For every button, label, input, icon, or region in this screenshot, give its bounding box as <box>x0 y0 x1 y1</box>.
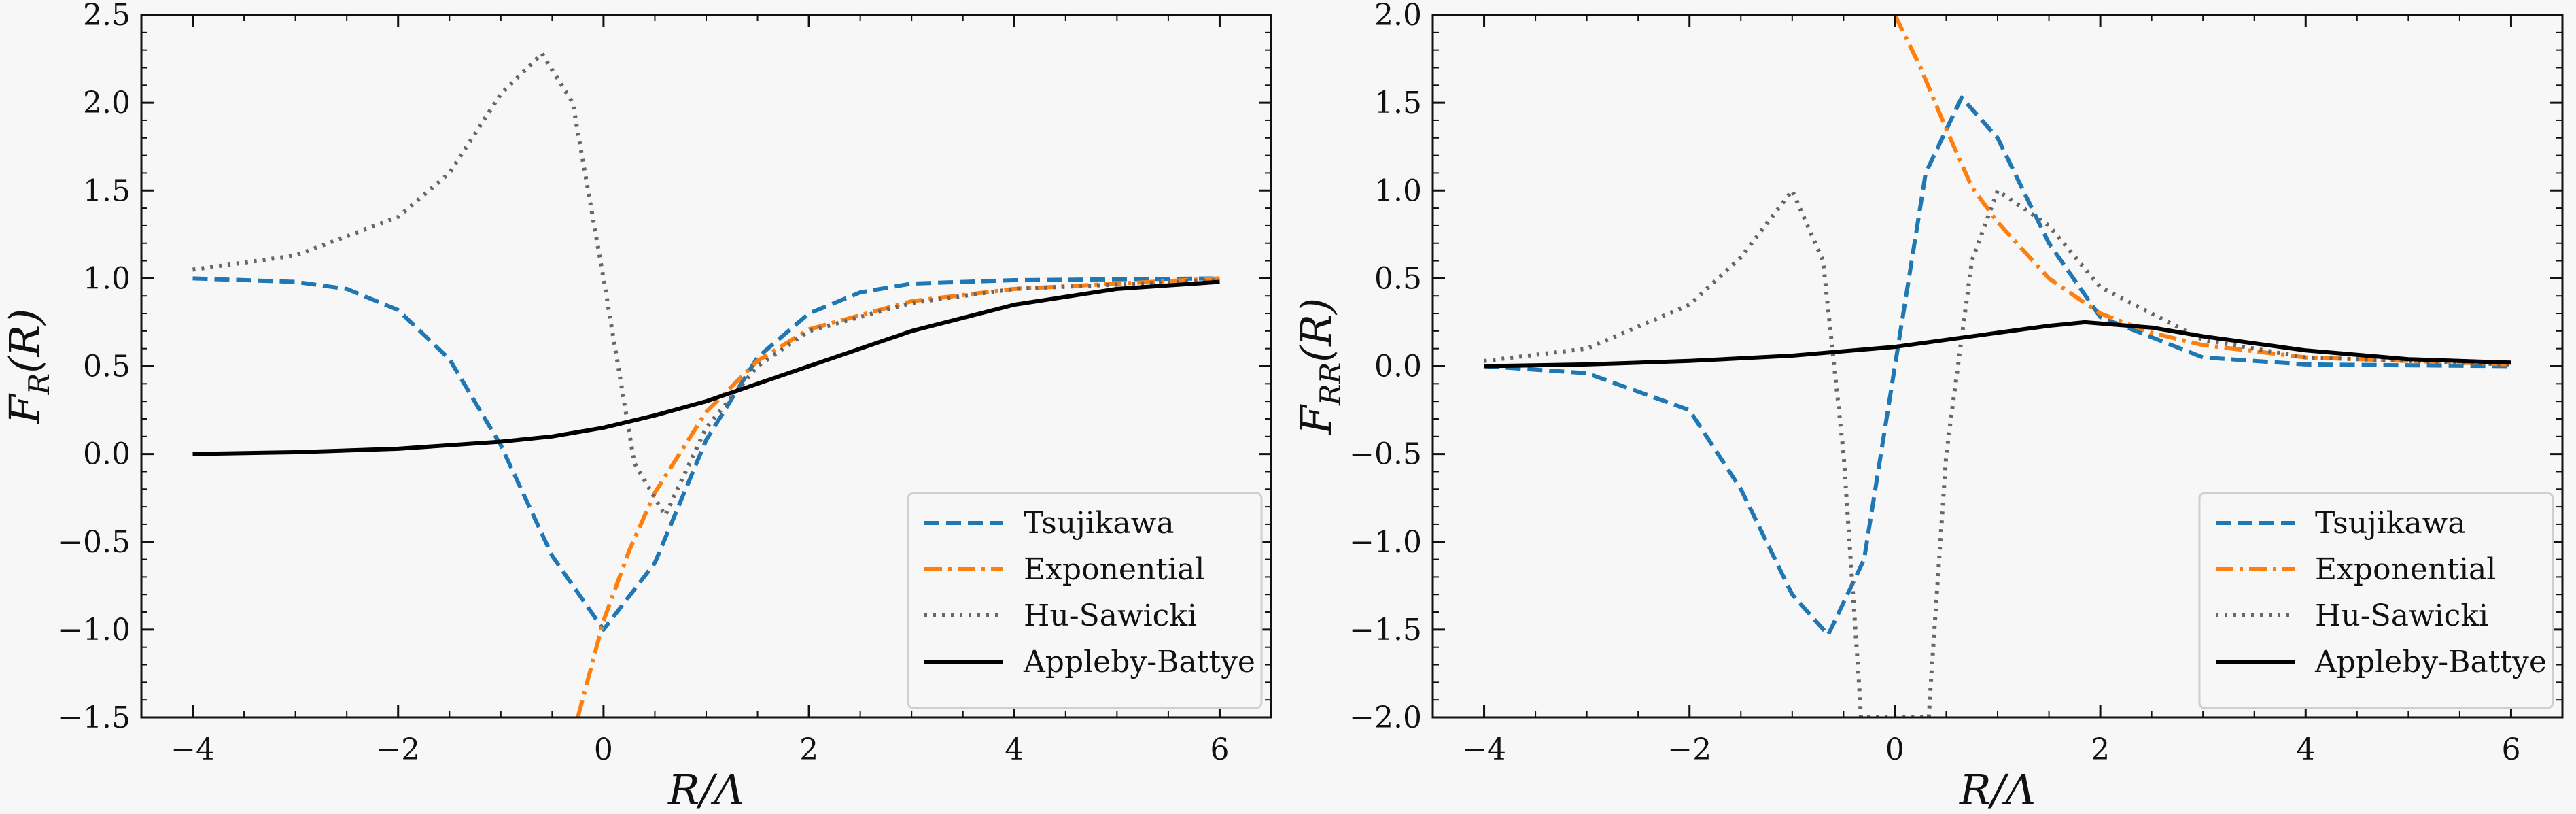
y-tick-label: −1.0 <box>58 613 130 647</box>
x-tick-label: −4 <box>171 732 215 767</box>
legend-label-tsujikawa: Tsujikawa <box>1024 506 1174 541</box>
y-tick-label: −1.5 <box>58 700 130 735</box>
y-tick-label: −1.0 <box>1349 525 1422 560</box>
y-tick-label: 1.5 <box>1374 86 1422 120</box>
series-line-tsujikawa <box>1484 95 2511 637</box>
y-axis-label: FR(R) <box>0 309 56 425</box>
series-line-hu-sawicki <box>1484 188 2511 717</box>
y-tick-label: 1.0 <box>1374 173 1422 208</box>
y-tick-label: 1.5 <box>83 173 130 208</box>
y-tick-label: 2.0 <box>83 86 130 120</box>
series-group <box>1484 15 2511 717</box>
legend-box <box>907 492 1263 709</box>
legend-label-appleby-battye: Appleby-Battye <box>1023 645 1255 679</box>
x-tick-label: 4 <box>2296 732 2315 767</box>
x-tick-label: −2 <box>376 732 420 767</box>
x-tick-label: −4 <box>1462 732 1506 767</box>
y-tick-label: −1.5 <box>1349 613 1422 647</box>
legend-label-exponential: Exponential <box>2315 552 2496 587</box>
y-tick-label: 0.0 <box>83 437 130 472</box>
y-tick-label: 2.0 <box>1374 0 1422 33</box>
x-tick-label: 2 <box>2091 732 2110 767</box>
chart-panel-1: −4 −2 0 2 4 6 −1.5 −1.0 −0.5 0.0 0.5 1.0 1.5 2.0 2.5 R/… <box>0 0 1272 814</box>
y-axis-label: FRR(R) <box>1291 298 1347 435</box>
legend-label-tsujikawa: Tsujikawa <box>2315 506 2466 541</box>
legend: Tsujikawa Exponential Hu-Sawicki Appleby-Ba… <box>2198 492 2554 709</box>
y-tick-label: 0.5 <box>83 350 130 384</box>
series-line-appleby-battye <box>1484 320 2511 369</box>
y-tick-label: −2.0 <box>1349 700 1422 735</box>
y-tick-label: 2.5 <box>83 0 130 33</box>
x-tick-label: 6 <box>2501 732 2520 767</box>
chart-panel-2: −4 −2 0 2 4 6 −2.0 −1.5 −1.0 −0.5 0.0 0.5 1.0 1.5 2.0 R… <box>1291 0 2564 814</box>
legend-label-hu-sawicki: Hu-Sawicki <box>1024 598 1197 633</box>
x-tick-label: 0 <box>594 732 613 767</box>
x-tick-label: 0 <box>1885 732 1904 767</box>
y-tick-label: 0.5 <box>1374 261 1422 296</box>
x-axis-label: R/Λ <box>667 765 744 814</box>
x-axis-label: R/Λ <box>1959 765 2036 814</box>
y-tick-label: −0.5 <box>1349 437 1422 472</box>
series-line-exponential <box>576 276 1220 717</box>
series-line-hu-sawicki <box>192 51 1220 518</box>
legend-box <box>2198 492 2554 709</box>
x-tick-label: 6 <box>1210 732 1229 767</box>
y-tick-label: −0.5 <box>58 525 130 560</box>
series-line-tsujikawa <box>192 276 1220 632</box>
series-line-appleby-battye <box>192 279 1220 456</box>
x-tick-label: 2 <box>799 732 818 767</box>
x-tick-label: −2 <box>1667 732 1711 767</box>
legend-label-exponential: Exponential <box>1024 552 1204 587</box>
x-tick-label: 4 <box>1005 732 1024 767</box>
legend: Tsujikawa Exponential Hu-Sawicki Appleby-Ba… <box>907 492 1263 709</box>
legend-label-hu-sawicki: Hu-Sawicki <box>2315 598 2488 633</box>
series-group <box>192 51 1220 717</box>
series-line-exponential <box>1893 15 2511 367</box>
y-tick-label: 0.0 <box>1374 350 1422 384</box>
y-tick-label: 1.0 <box>83 261 130 296</box>
legend-label-appleby-battye: Appleby-Battye <box>2314 645 2547 679</box>
